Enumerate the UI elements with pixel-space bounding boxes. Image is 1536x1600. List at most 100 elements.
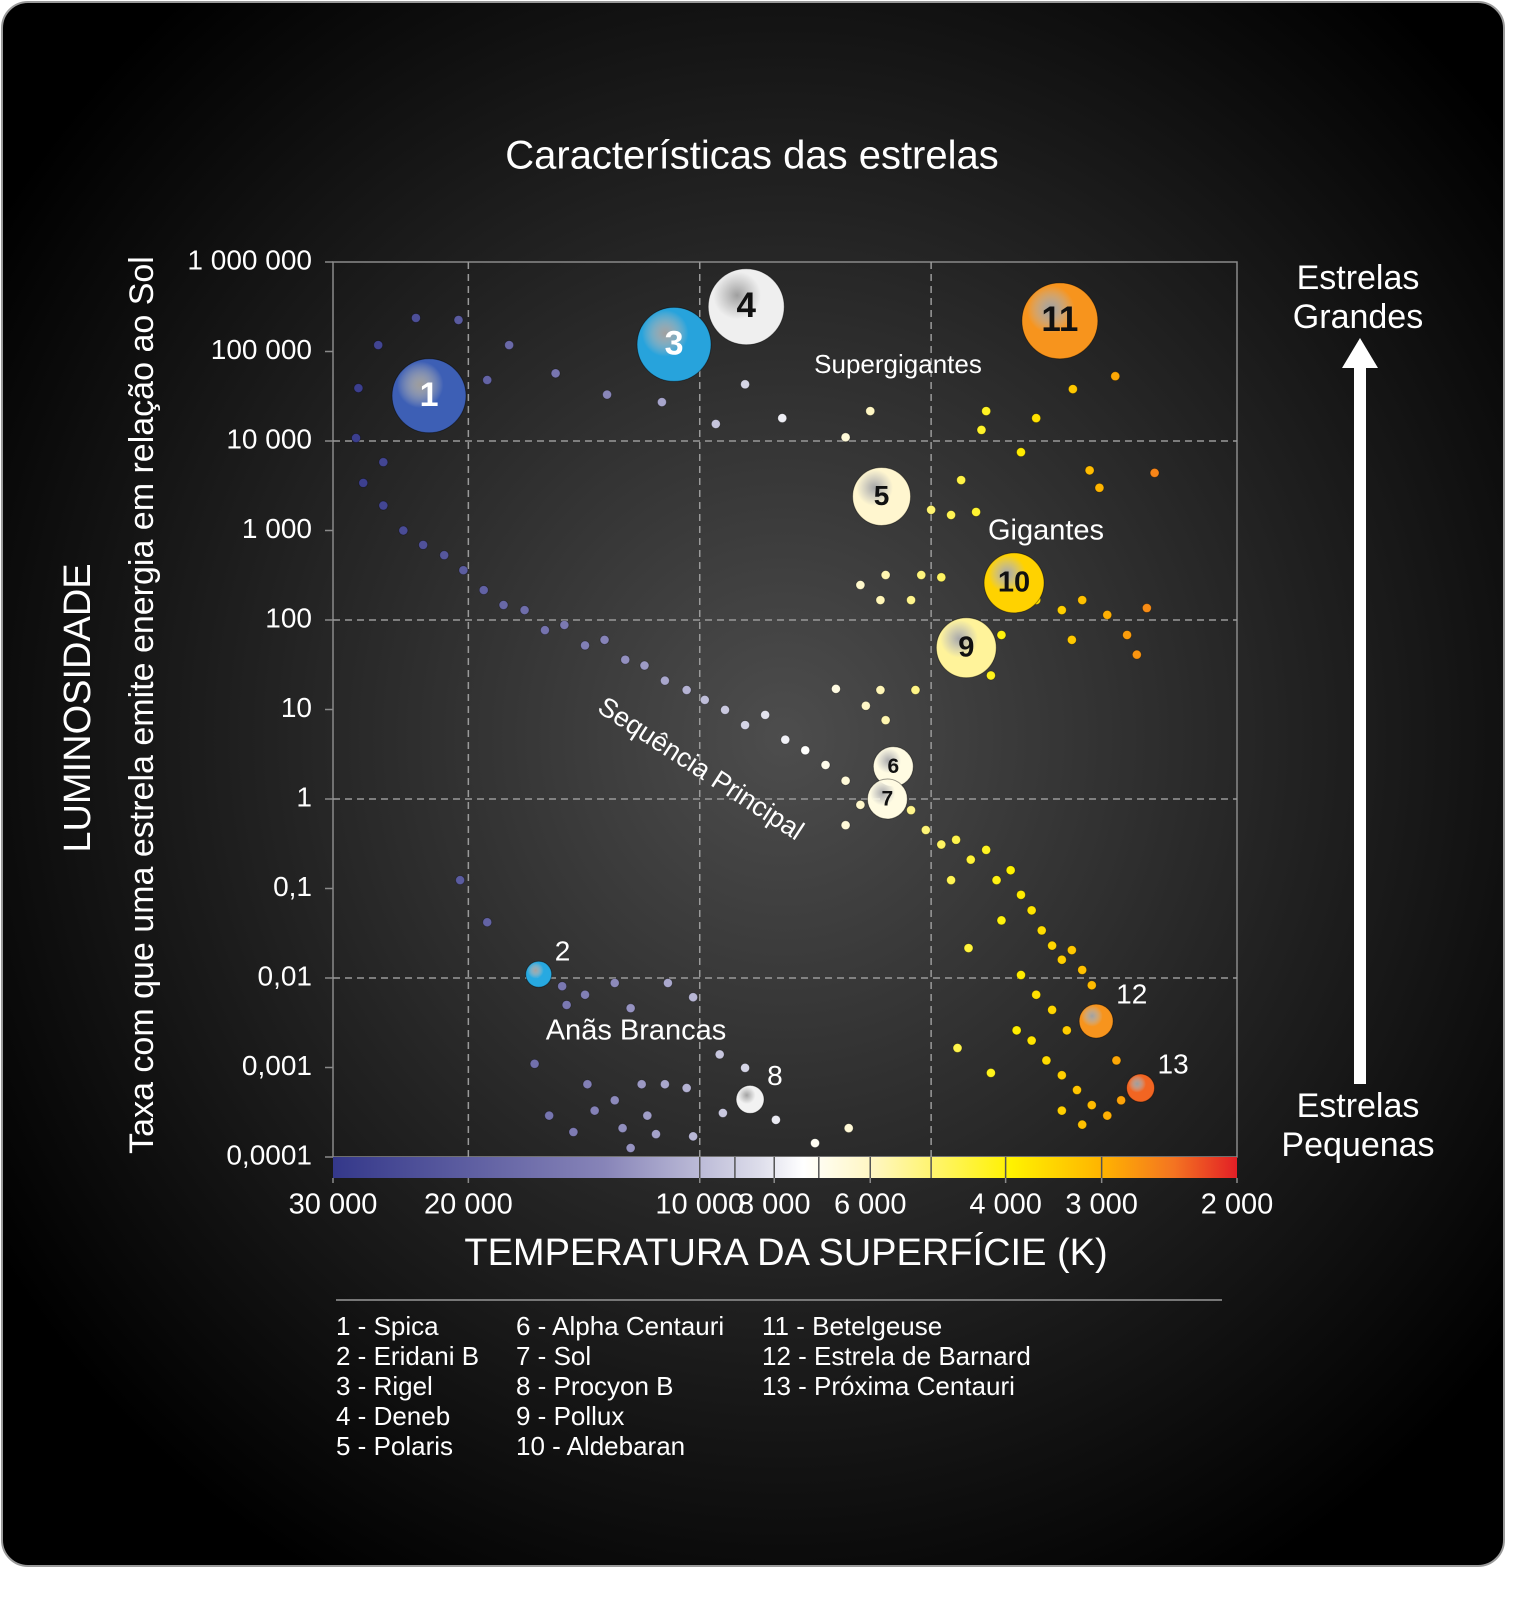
x-tick-label: 20 000 <box>424 1189 513 1221</box>
legend-entry: 7 - Sol <box>516 1341 591 1371</box>
star-dot <box>568 1127 579 1137</box>
x-axis-title: TEMPERATURA DA SUPERFÍCIE (K) <box>464 1231 1107 1274</box>
star-dot <box>875 595 886 605</box>
legend-entry: 3 - Rigel <box>336 1371 433 1401</box>
star-dot <box>663 978 673 988</box>
arrow-head <box>1342 338 1378 368</box>
colorbar <box>333 1157 1237 1178</box>
star-dot <box>1077 965 1088 975</box>
star-dot <box>455 875 466 886</box>
side-label: Estrelas <box>1297 1087 1420 1125</box>
star-dot <box>1077 1119 1088 1130</box>
star-label: 13 <box>1158 1048 1189 1079</box>
named-star <box>866 778 908 820</box>
star-dot <box>688 1131 699 1142</box>
star-dot <box>880 570 891 580</box>
star-dot <box>1005 865 1016 876</box>
star-label: 1 <box>420 376 439 414</box>
star-dot <box>378 457 389 468</box>
star-dot <box>906 595 916 605</box>
star-dot <box>926 504 937 515</box>
legend-entry: 5 - Polaris <box>336 1431 453 1461</box>
named-star <box>636 306 712 382</box>
chart-title: Características das estrelas <box>505 134 999 178</box>
star-dot <box>589 1105 600 1116</box>
star-dot <box>559 620 570 630</box>
grid <box>333 262 1237 1157</box>
named-star <box>935 617 997 679</box>
star-dot <box>599 634 610 645</box>
star-dot <box>550 368 561 379</box>
star-label: 8 <box>767 1060 783 1091</box>
named-star <box>852 466 912 526</box>
star-dot <box>519 605 530 616</box>
star-dot <box>1056 954 1067 965</box>
star-dot <box>642 1110 653 1121</box>
y-tick-label: 10 000 <box>226 423 312 454</box>
star-dot <box>740 1062 750 1073</box>
y-tick-label: 10 <box>281 692 312 723</box>
named-star <box>983 552 1045 614</box>
star-dot <box>609 978 620 988</box>
y-tick-label: 1 <box>296 781 312 812</box>
star-dot <box>639 660 650 671</box>
star-label: 3 <box>665 324 684 362</box>
star-dot <box>358 478 369 488</box>
star-dot <box>1056 605 1067 616</box>
star-dot <box>720 704 730 715</box>
y-tick-label: 100 <box>265 602 312 633</box>
star-dot <box>1047 1005 1058 1015</box>
star-dot <box>453 315 464 325</box>
star-dot <box>855 580 866 590</box>
star-dot <box>1131 649 1142 660</box>
star-dot <box>952 1043 963 1053</box>
star-dot <box>910 685 921 695</box>
star-dot <box>504 340 515 350</box>
star-dot <box>865 406 876 416</box>
legend-entry: 11 - Betelgeuse <box>762 1311 942 1341</box>
star-dot <box>880 715 891 726</box>
star-dot <box>1077 595 1088 605</box>
star-dot <box>946 875 956 886</box>
star-dot <box>561 1000 572 1010</box>
star-dot <box>1141 603 1152 613</box>
star-dot <box>936 572 947 583</box>
star-dot <box>681 1083 692 1093</box>
legend-entry: 12 - Estrela de Barnard <box>762 1341 1031 1371</box>
star-dot <box>1066 634 1077 645</box>
named-star <box>1021 282 1099 360</box>
star-dot <box>373 340 384 350</box>
star-dot <box>378 500 389 511</box>
star-dot <box>1111 1055 1122 1066</box>
star-dot <box>843 1123 854 1134</box>
star-label: 9 <box>958 631 974 663</box>
star-dot <box>810 1138 820 1148</box>
star-dot <box>482 375 493 385</box>
star-dot <box>1016 889 1026 900</box>
legend-entry: 4 - Deneb <box>336 1401 450 1431</box>
star-dot <box>981 406 992 416</box>
star-dot <box>353 383 364 393</box>
legend-entry: 9 - Pollux <box>516 1401 624 1431</box>
legend-entry: 2 - Eridani B <box>336 1341 479 1371</box>
star-dot <box>580 640 590 651</box>
named-star <box>707 268 785 346</box>
star-dot <box>529 1058 540 1069</box>
star-dot <box>681 685 692 695</box>
side-label: Estrelas <box>1297 259 1420 297</box>
star-label: 10 <box>998 567 1030 599</box>
star-dot <box>1066 945 1077 955</box>
star-dot <box>714 1049 725 1060</box>
star-dot <box>609 1095 620 1106</box>
star-dot <box>1102 1110 1113 1121</box>
star-dot <box>657 397 667 408</box>
star-dot <box>498 600 509 610</box>
y-tick-label: 1 000 000 <box>187 244 312 275</box>
star-dot <box>976 425 987 435</box>
x-tick-label: 30 000 <box>289 1189 378 1221</box>
star-dot <box>540 625 550 636</box>
star-dot <box>544 1110 555 1121</box>
x-tick-label: 2 000 <box>1201 1189 1274 1221</box>
x-tick-label: 3 000 <box>1065 1189 1138 1221</box>
